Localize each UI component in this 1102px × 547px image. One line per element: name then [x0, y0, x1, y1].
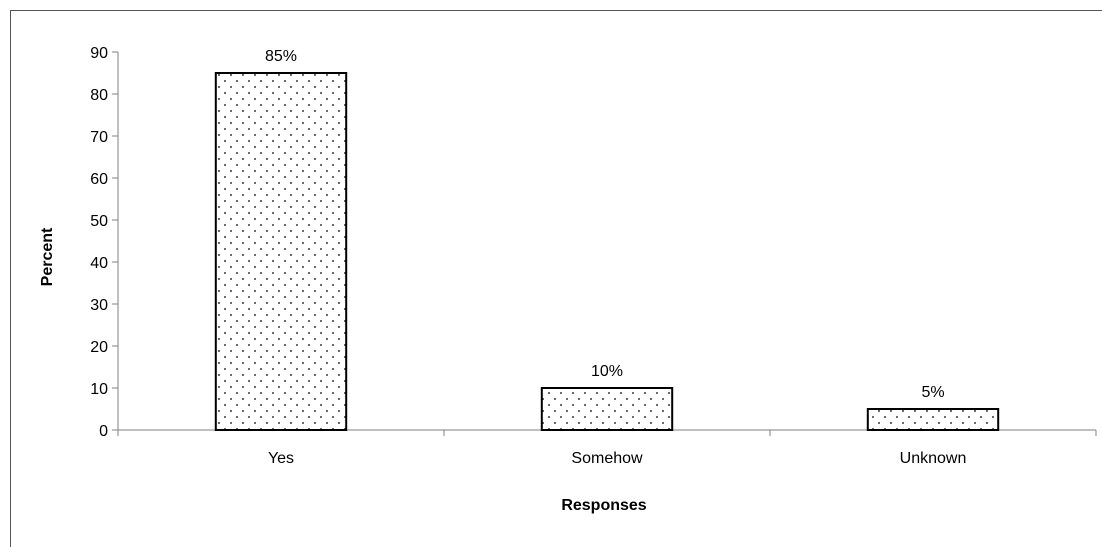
y-axis: 0 10 20 30 40 50 60 70 80 90 [90, 45, 119, 440]
y-axis-title: Percent [39, 227, 56, 286]
x-tick-label: Unknown [900, 450, 967, 467]
x-tick-label: Yes [268, 450, 294, 467]
y-tick-label: 60 [90, 171, 108, 188]
bars [214, 72, 1000, 431]
bar-somehow [540, 387, 674, 431]
data-labels: 85% 10% 5% [265, 48, 945, 401]
y-tick-label: 80 [90, 87, 108, 104]
y-tick-label: 90 [90, 45, 108, 62]
x-axis: Yes Somehow Unknown [117, 429, 1097, 467]
y-tick-label: 30 [90, 297, 108, 314]
data-label: 10% [591, 363, 623, 380]
x-tick-label: Somehow [571, 450, 643, 467]
y-tick-label: 70 [90, 129, 108, 146]
y-tick-label: 40 [90, 255, 108, 272]
bar-yes [214, 72, 348, 431]
x-axis-title: Responses [561, 497, 646, 514]
y-tick-label: 20 [90, 339, 108, 356]
bar-unknown [866, 408, 1000, 431]
y-tick-label: 10 [90, 381, 108, 398]
data-label: 5% [921, 384, 944, 401]
chart-frame [10, 10, 1102, 547]
y-tick-label: 0 [99, 423, 108, 440]
y-tick-label: 50 [90, 213, 108, 230]
data-label: 85% [265, 48, 297, 65]
